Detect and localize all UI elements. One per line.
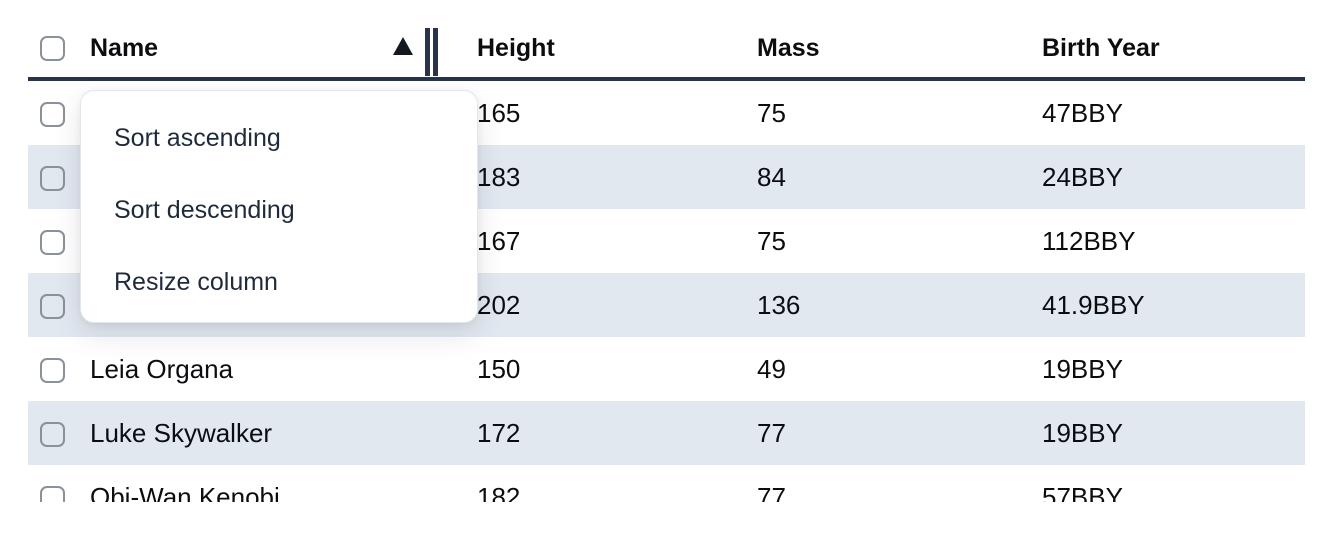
height-cell: 165 — [477, 97, 521, 128]
column-header-birth-year[interactable]: Birth Year — [1042, 20, 1305, 77]
table-header: Name Height Mass Birth Year — [28, 0, 1305, 81]
select-all-cell — [28, 20, 90, 77]
mass-cell: 136 — [757, 289, 801, 320]
birth-year-cell: 41.9BBY — [1042, 289, 1145, 320]
table-body: 165 75 47BBY 183 84 24BBY 167 75 112BBY 202 136 41.… — [28, 81, 1305, 502]
row-select-cell — [28, 290, 90, 321]
row-checkbox[interactable] — [40, 486, 65, 502]
menu-item-sort-ascending[interactable]: Sort ascending — [114, 124, 281, 152]
column-header-birth-year-label: Birth Year — [1042, 34, 1160, 62]
birth-year-cell: 19BBY — [1042, 353, 1123, 384]
mass-cell: 75 — [757, 97, 786, 128]
mass-cell: 77 — [757, 481, 786, 503]
name-cell: Obi-Wan Kenobi — [90, 481, 280, 503]
row-select-cell — [28, 226, 90, 257]
height-cell: 150 — [477, 353, 521, 384]
name-cell: Luke Skywalker — [90, 417, 273, 448]
birth-year-cell: 112BBY — [1042, 225, 1136, 256]
row-checkbox[interactable] — [40, 230, 65, 256]
birth-year-cell: 19BBY — [1042, 417, 1123, 448]
birth-year-cell: 24BBY — [1042, 161, 1123, 192]
column-header-mass-label: Mass — [757, 34, 820, 62]
height-cell: 167 — [477, 225, 521, 256]
row-checkbox[interactable] — [40, 358, 65, 384]
column-header-height[interactable]: Height — [477, 20, 757, 77]
sort-ascending-icon — [393, 36, 413, 55]
row-select-cell — [28, 482, 90, 502]
row-checkbox[interactable] — [40, 422, 65, 448]
table-viewport: Name Height Mass Birth Year 165 75 47BBY 18… — [28, 0, 1305, 502]
row-checkbox[interactable] — [40, 294, 65, 320]
characters-table: Name Height Mass Birth Year 165 75 47BBY 18… — [28, 0, 1305, 502]
menu-item-sort-descending[interactable]: Sort descending — [114, 196, 295, 224]
table-row: Obi-Wan Kenobi 182 77 57BBY — [28, 465, 1305, 502]
height-cell: 172 — [477, 417, 521, 448]
column-header-height-label: Height — [477, 34, 555, 62]
row-checkbox[interactable] — [40, 102, 65, 128]
row-select-cell — [28, 418, 90, 449]
menu-item-resize-column[interactable]: Resize column — [114, 268, 278, 296]
mass-cell: 84 — [757, 161, 786, 192]
row-checkbox[interactable] — [40, 166, 65, 192]
select-all-checkbox[interactable] — [40, 36, 65, 61]
height-cell: 202 — [477, 289, 521, 320]
name-cell: Leia Organa — [90, 353, 234, 384]
row-select-cell — [28, 98, 90, 129]
mass-cell: 75 — [757, 225, 786, 256]
column-header-name[interactable]: Name — [90, 20, 477, 77]
table-row: Luke Skywalker 172 77 19BBY — [28, 401, 1305, 465]
column-context-menu: Sort ascending Sort descending Resize co… — [80, 90, 478, 323]
column-resize-handle[interactable] — [425, 27, 438, 76]
height-cell: 182 — [477, 481, 521, 503]
mass-cell: 77 — [757, 417, 786, 448]
birth-year-cell: 57BBY — [1042, 481, 1123, 503]
mass-cell: 49 — [757, 353, 786, 384]
birth-year-cell: 47BBY — [1042, 97, 1123, 128]
column-header-mass[interactable]: Mass — [757, 20, 1042, 77]
row-select-cell — [28, 162, 90, 193]
height-cell: 183 — [477, 161, 521, 192]
table-row: Leia Organa 150 49 19BBY — [28, 337, 1305, 401]
column-header-name-label: Name — [90, 34, 159, 62]
row-select-cell — [28, 354, 90, 385]
